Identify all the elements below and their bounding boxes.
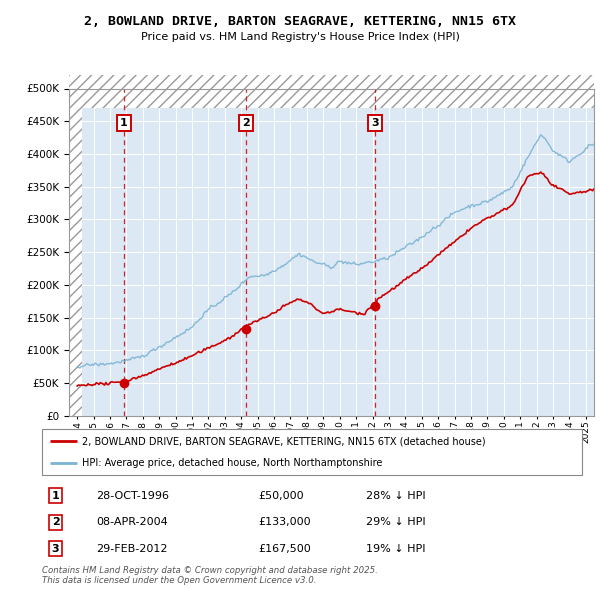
Text: 29-FEB-2012: 29-FEB-2012 [96,543,167,553]
Text: 29% ↓ HPI: 29% ↓ HPI [366,517,425,527]
Text: 2, BOWLAND DRIVE, BARTON SEAGRAVE, KETTERING, NN15 6TX: 2, BOWLAND DRIVE, BARTON SEAGRAVE, KETTE… [84,15,516,28]
Text: 1: 1 [52,491,59,501]
Text: 1: 1 [120,118,128,128]
Text: 3: 3 [371,118,379,128]
Text: Price paid vs. HM Land Registry's House Price Index (HPI): Price paid vs. HM Land Registry's House … [140,32,460,42]
Text: HPI: Average price, detached house, North Northamptonshire: HPI: Average price, detached house, Nort… [83,457,383,467]
Text: 2, BOWLAND DRIVE, BARTON SEAGRAVE, KETTERING, NN15 6TX (detached house): 2, BOWLAND DRIVE, BARTON SEAGRAVE, KETTE… [83,437,486,447]
Text: £133,000: £133,000 [258,517,311,527]
Text: 2: 2 [52,517,59,527]
Text: Contains HM Land Registry data © Crown copyright and database right 2025.
This d: Contains HM Land Registry data © Crown c… [42,566,378,585]
Bar [69,88,82,416]
Text: 2: 2 [242,118,250,128]
Text: 28% ↓ HPI: 28% ↓ HPI [366,491,425,501]
Text: 3: 3 [52,543,59,553]
Bar [69,76,594,108]
FancyBboxPatch shape [42,429,582,475]
Text: £50,000: £50,000 [258,491,304,501]
Text: 08-APR-2004: 08-APR-2004 [96,517,168,527]
Text: £167,500: £167,500 [258,543,311,553]
Text: 28-OCT-1996: 28-OCT-1996 [96,491,169,501]
Text: 19% ↓ HPI: 19% ↓ HPI [366,543,425,553]
